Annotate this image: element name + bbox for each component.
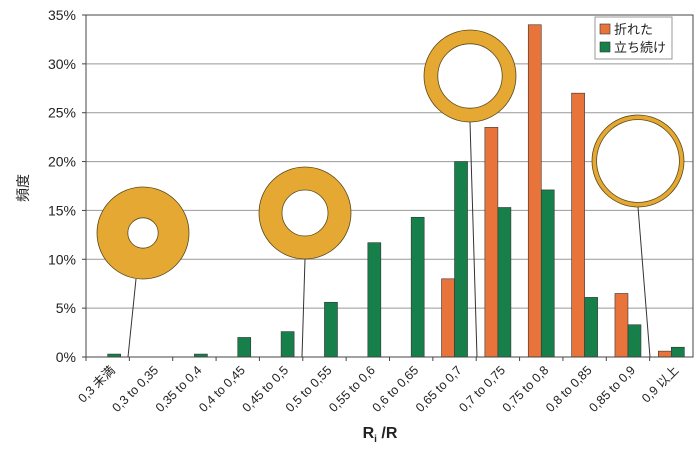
legend-swatch-standing bbox=[599, 41, 611, 53]
x-tick-label: 0,8 to 0,85 bbox=[543, 363, 595, 415]
ring-leader-line bbox=[301, 258, 306, 358]
x-tick-label: 0,4 to 0,45 bbox=[196, 363, 248, 415]
y-tick-label: 10% bbox=[48, 251, 76, 267]
ring-leader-line bbox=[469, 121, 478, 358]
bar-standing bbox=[367, 242, 382, 358]
ring-outline-inner bbox=[281, 189, 329, 237]
x-tick-label: 0,65 to 0,7 bbox=[413, 363, 465, 415]
ring-shape bbox=[591, 115, 684, 208]
ring-outline-outer bbox=[591, 114, 685, 208]
bar-broken bbox=[441, 278, 455, 358]
bars bbox=[107, 24, 685, 358]
ring-shape bbox=[259, 167, 351, 259]
x-tick-label: 0,45 to 0,5 bbox=[240, 363, 292, 415]
bar-standing bbox=[497, 207, 512, 358]
x-tick-label: 0,9 以上 bbox=[639, 363, 681, 405]
bar-standing bbox=[280, 331, 295, 358]
bar-standing bbox=[671, 346, 685, 358]
x-axis-label: Ri /R bbox=[363, 425, 398, 445]
ring-outline-outer bbox=[96, 186, 190, 280]
ring-outline-outer bbox=[423, 29, 517, 123]
x-tick-label: 0,85 to 0,9 bbox=[586, 363, 638, 415]
x-axis-ticks: 0,3 未満0,3 to 0,350,35 to 0,40,4 to 0,450… bbox=[75, 357, 681, 415]
ring-shape bbox=[97, 187, 190, 280]
bar-broken bbox=[527, 24, 542, 358]
bar-standing bbox=[324, 301, 338, 358]
x-tick-label: 0,7 to 0,75 bbox=[456, 363, 508, 415]
legend-label-broken: 折れた bbox=[614, 22, 653, 37]
y-tick-label: 35% bbox=[48, 7, 76, 23]
y-axis-label: 頻度 bbox=[15, 174, 31, 202]
y-tick-label: 15% bbox=[48, 202, 76, 218]
y-tick-label: 25% bbox=[48, 105, 76, 121]
legend-swatch-broken bbox=[599, 23, 611, 35]
bar-broken bbox=[658, 350, 672, 358]
ring-leader-line bbox=[637, 206, 651, 358]
bar-standing bbox=[237, 337, 252, 358]
x-tick-label: 0,75 to 0,8 bbox=[500, 363, 552, 415]
y-tick-label: 0% bbox=[56, 349, 76, 365]
bar-broken bbox=[484, 127, 499, 358]
ring-shape bbox=[423, 30, 516, 122]
y-tick-label: 30% bbox=[48, 56, 76, 72]
x-tick-label: 0,3 未満 bbox=[75, 363, 117, 405]
bar-broken bbox=[571, 92, 585, 358]
y-axis-ticks: 0% 5% 10% 15% 20% 25% 30% 35% bbox=[48, 7, 86, 365]
y-tick-label: 20% bbox=[48, 154, 76, 170]
x-tick-label: 0,3 to 0,35 bbox=[109, 363, 161, 415]
ring-outline-inner bbox=[437, 43, 503, 109]
gridlines bbox=[86, 14, 693, 358]
legend: 折れた 立ち続け bbox=[594, 16, 673, 60]
bar-standing bbox=[410, 216, 425, 358]
bar-broken bbox=[614, 293, 629, 358]
bar-standing bbox=[454, 161, 468, 358]
ring-outline-outer bbox=[258, 166, 352, 260]
x-tick-label: 0,6 to 0,65 bbox=[370, 363, 422, 415]
ring-outline-inner bbox=[127, 217, 159, 249]
x-tick-label: 0,5 to 0,55 bbox=[283, 363, 335, 415]
x-tick-label: 0,55 to 0,6 bbox=[326, 363, 378, 415]
legend-label-standing: 立ち続け bbox=[614, 40, 666, 55]
bar-standing bbox=[540, 189, 555, 358]
ring-annotations bbox=[96, 29, 685, 358]
y-tick-label: 5% bbox=[56, 300, 76, 316]
x-tick-label: 0,35 to 0,4 bbox=[153, 363, 205, 415]
bar-standing bbox=[627, 324, 642, 358]
ring-leader-line bbox=[127, 278, 137, 358]
ring-outline-inner bbox=[596, 119, 680, 203]
bar-standing bbox=[584, 297, 598, 358]
